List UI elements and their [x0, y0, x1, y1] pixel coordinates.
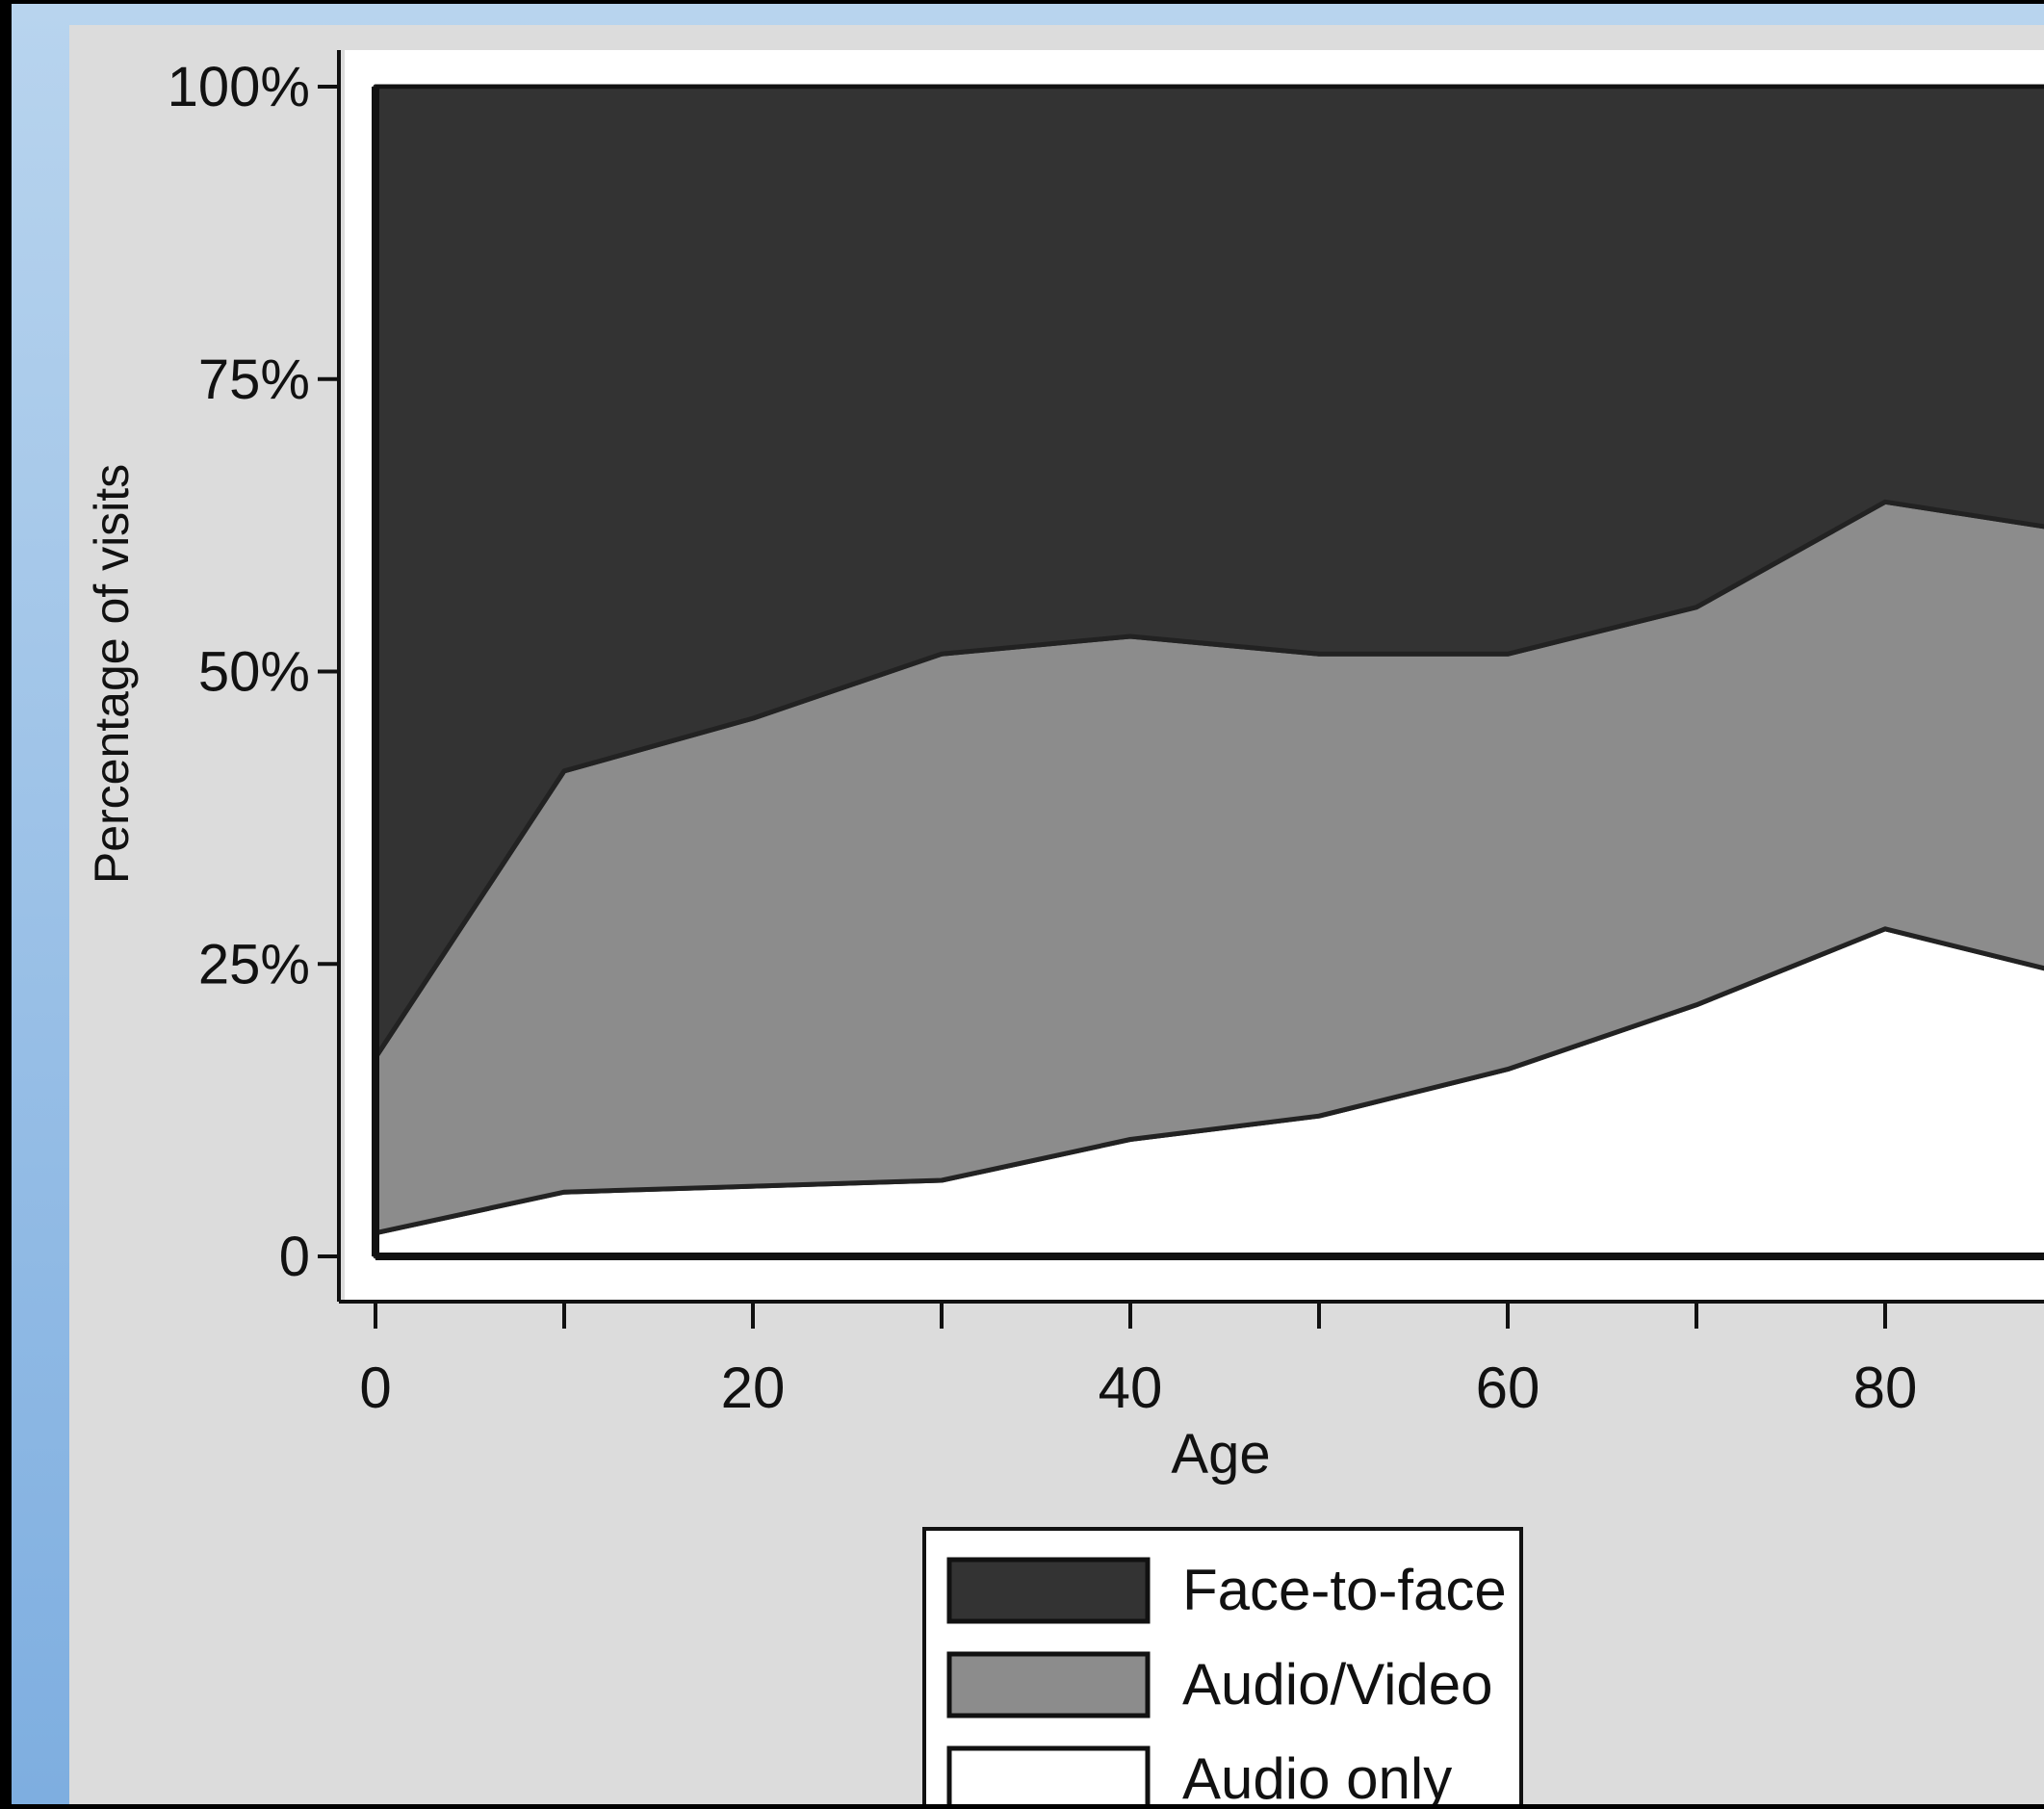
y-tick-label: 100% [168, 56, 310, 118]
legend-swatch [946, 1745, 1151, 1809]
legend-label: Audio only [1182, 1746, 1452, 1804]
legend-swatch [946, 1557, 1151, 1624]
x-tick-label: 40 [1099, 1356, 1163, 1420]
plot-area [345, 50, 2044, 1300]
y-tick-label: 50% [198, 641, 310, 704]
axes: 0 25% 50% 75% 100% 0 20 40 60 80 [168, 50, 2044, 1420]
legend-label: Face-to-face [1182, 1558, 1507, 1622]
x-tick-label: 60 [1476, 1356, 1540, 1420]
y-axis-label: Percentage of visits [85, 464, 139, 884]
legend: Face-to-face Audio/Video Audio only [922, 1527, 1523, 1809]
x-axis-label: Age [1171, 1423, 1270, 1486]
x-tick-label: 0 [359, 1356, 391, 1420]
x-tick-label: 80 [1853, 1356, 1918, 1420]
legend-swatch [946, 1651, 1151, 1719]
y-tick-label: 0 [279, 1226, 310, 1288]
y-tick-label: 75% [198, 349, 310, 411]
legend-label: Audio/Video [1182, 1652, 1493, 1717]
x-tick-label: 20 [721, 1356, 786, 1420]
y-tick-label: 25% [198, 933, 310, 995]
